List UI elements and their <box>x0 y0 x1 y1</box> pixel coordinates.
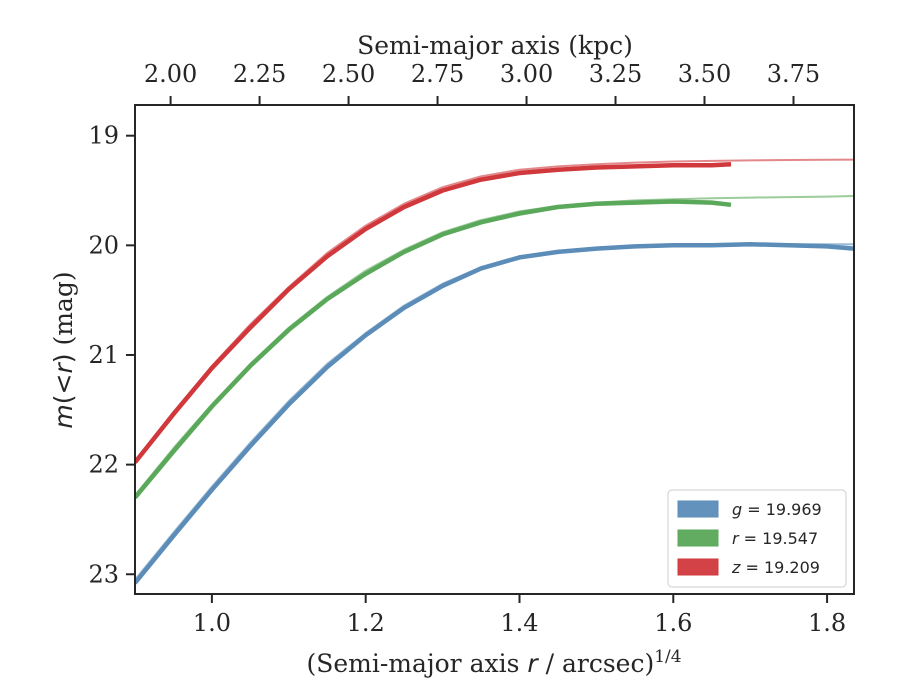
top-tick-label: 3.50 <box>678 60 731 88</box>
data-curve-z <box>135 161 732 464</box>
legend-label-g: g = 19.969 <box>732 500 822 519</box>
top-tick-label: 2.25 <box>233 60 286 88</box>
y-axis-title-var2: r <box>49 362 78 374</box>
plot-frame <box>134 104 855 595</box>
x-axis-title-prefix: (Semi-major axis <box>306 649 527 678</box>
curves-layer <box>135 158 854 585</box>
x-axis-title-suffix: / arcsec) <box>538 649 655 678</box>
top-tick-label: 3.75 <box>767 60 820 88</box>
data-curve-r <box>135 199 732 499</box>
x-tick-label: 1.4 <box>500 609 538 637</box>
x-axis-title-var: r <box>527 649 539 678</box>
x-axis-title-exponent: 1/4 <box>654 647 681 667</box>
legend: g = 19.969 r = 19.547 z = 19.209 <box>667 489 847 588</box>
y-tick-label: 20 <box>88 231 119 259</box>
x-axis-title: (Semi-major axis r / arcsec)1/4 <box>306 647 681 678</box>
legend-swatch-g <box>677 500 719 518</box>
y-tick-label: 23 <box>88 560 119 588</box>
x-tick-label: 1.2 <box>347 609 385 637</box>
x-tick-label: 1.6 <box>654 609 692 637</box>
y-axis-title: m(<r) (mag) <box>49 271 78 428</box>
ticks-layer: 1.0 1.2 1.4 1.6 1.8 19 20 21 22 23 2.00 2.25 2.50 2.7… <box>88 60 846 637</box>
x-tick-label: 1.8 <box>808 609 846 637</box>
y-axis-title-close: ) <box>49 353 78 363</box>
top-tick-label: 3.25 <box>589 60 642 88</box>
data-curve-g <box>135 241 854 585</box>
top-tick-label: 2.75 <box>411 60 464 88</box>
y-tick-label: 22 <box>88 451 119 479</box>
x-tick-label: 1.0 <box>193 609 231 637</box>
legend-items: g = 19.969 r = 19.547 z = 19.209 <box>677 500 822 577</box>
y-tick-label: 21 <box>88 341 119 369</box>
legend-swatch-z <box>677 558 719 576</box>
y-axis-title-var: m <box>49 404 78 428</box>
top-tick-label: 3.00 <box>500 60 553 88</box>
top-axis-title: Semi-major axis (kpc) <box>357 31 633 60</box>
top-tick-label: 2.00 <box>144 60 197 88</box>
legend-label-r: r = 19.547 <box>732 529 818 548</box>
y-axis-title-lt: < <box>49 374 78 395</box>
legend-label-z: z = 19.209 <box>731 558 820 577</box>
y-tick-label: 19 <box>88 122 119 150</box>
legend-swatch-r <box>677 529 719 547</box>
top-tick-label: 2.50 <box>322 60 375 88</box>
y-axis-title-open: ( <box>49 394 78 404</box>
y-axis-title-unit: (mag) <box>49 271 78 353</box>
